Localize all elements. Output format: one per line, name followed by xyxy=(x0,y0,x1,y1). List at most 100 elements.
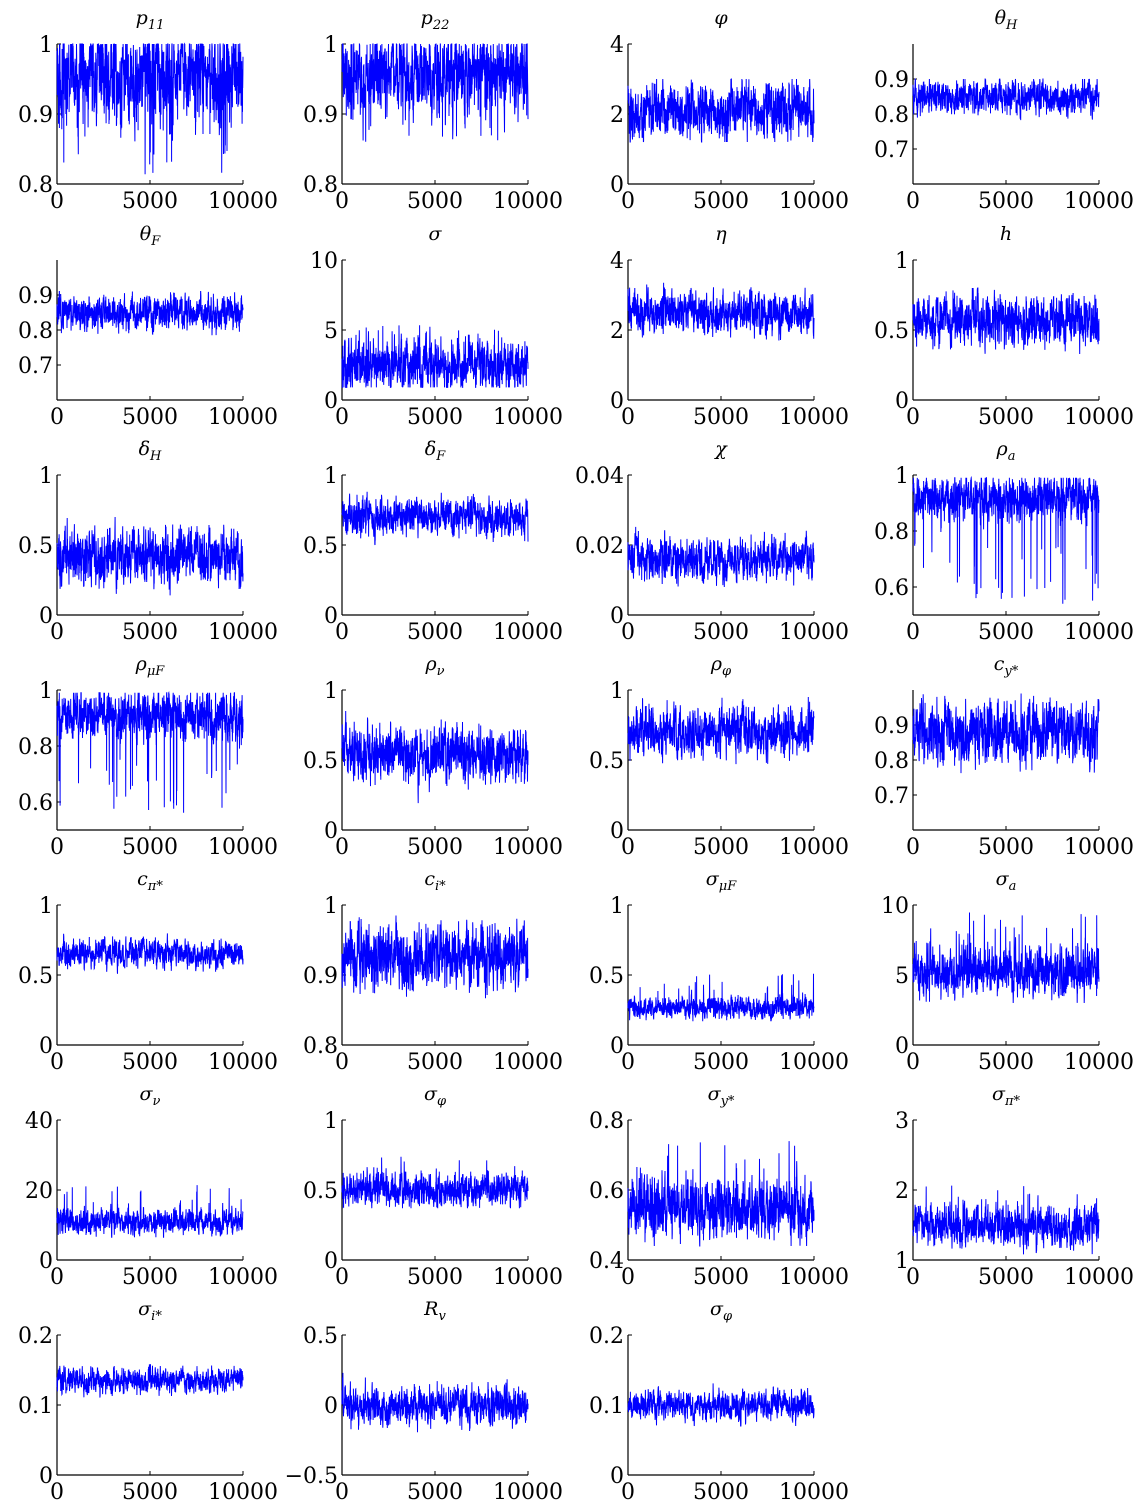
trace-panel-26: Rv−0.500.50 5000 10000 xyxy=(285,1298,563,1505)
y-tick-label: 1 xyxy=(39,894,53,919)
x-tick-label: 5000 xyxy=(978,835,1034,860)
y-tick-label: 1 xyxy=(324,464,338,489)
x-tick-label: 10000 xyxy=(779,1265,849,1290)
x-tick-label: 5000 xyxy=(978,620,1034,645)
mcmc-trace-line xyxy=(56,42,244,175)
panel-title: σi* xyxy=(138,1298,162,1324)
y-tick-label: 1 xyxy=(324,679,338,704)
y-tick-label: 0 xyxy=(324,1249,338,1274)
y-tick-label: 0.9 xyxy=(18,103,53,128)
x-tick-label: 10000 xyxy=(1064,835,1134,860)
y-tick-label: 3 xyxy=(895,1109,909,1134)
x-tick-label: 0 xyxy=(50,189,64,214)
y-tick-label: 4 xyxy=(610,33,624,58)
x-tick-label: 0 xyxy=(50,620,64,645)
y-tick-label: 0.5 xyxy=(874,319,909,344)
trace-panel-24: σπ* 1 2 3 0 5000 10000 xyxy=(895,1083,1134,1290)
panel-title: cπ* xyxy=(137,868,163,894)
y-tick-label: 0 xyxy=(39,604,53,629)
y-tick-label: 0 xyxy=(895,389,909,414)
panel-title: ρφ xyxy=(710,653,732,679)
panel-title: δF xyxy=(425,438,446,464)
x-tick-label: 10000 xyxy=(493,189,563,214)
x-tick-label: 0 xyxy=(335,405,349,430)
x-tick-label: 5000 xyxy=(122,1265,178,1290)
trace-panel-16: cy* 0.7 0.8 0.9 0 5000 10000 xyxy=(874,653,1134,860)
mcmc-trace-line xyxy=(341,325,529,388)
x-tick-label: 10000 xyxy=(1064,620,1134,645)
y-tick-label: 0.8 xyxy=(18,319,53,344)
panel-title: χ xyxy=(713,438,728,460)
x-tick-label: 0 xyxy=(621,835,635,860)
panel-title: p11 xyxy=(136,7,165,33)
x-tick-label: 10000 xyxy=(1064,189,1134,214)
y-tick-label: 0.8 xyxy=(303,1034,338,1059)
y-tick-label: 0.5 xyxy=(303,534,338,559)
mcmc-trace-line xyxy=(56,516,244,596)
x-tick-label: 0 xyxy=(621,405,635,430)
y-tick-label: 0.5 xyxy=(303,749,338,774)
x-tick-label: 5000 xyxy=(407,1050,463,1075)
y-tick-label: 1 xyxy=(610,679,624,704)
mcmc-trace-line xyxy=(56,1185,244,1238)
panel-title: ρν xyxy=(424,653,444,679)
x-tick-label: 5000 xyxy=(693,1480,749,1505)
trace-panel-15: ρφ 0 0.5 1 0 5000 10000 xyxy=(589,653,849,860)
trace-panel-10: δF 0 0.5 1 0 5000 10000 xyxy=(303,438,563,645)
x-tick-label: 10000 xyxy=(779,189,849,214)
x-tick-label: 0 xyxy=(621,620,635,645)
y-tick-label: 0 xyxy=(39,1464,53,1489)
x-tick-label: 0 xyxy=(906,1050,920,1075)
trace-panel-1: p11 0.8 0.9 1 0 5000 10000 xyxy=(18,7,278,214)
y-tick-label: 0.9 xyxy=(874,68,909,93)
x-tick-label: 10000 xyxy=(1064,1265,1134,1290)
y-tick-label: 1 xyxy=(895,1249,909,1274)
panel-title: p22 xyxy=(421,7,450,33)
x-tick-label: 5000 xyxy=(122,835,178,860)
panel-title: σπ* xyxy=(992,1083,1021,1109)
mcmc-trace-line xyxy=(627,526,815,588)
y-tick-label: 0.8 xyxy=(874,520,909,545)
panel-title: σφ xyxy=(424,1083,447,1109)
mcmc-trace-line xyxy=(341,43,529,142)
x-tick-label: 5000 xyxy=(693,189,749,214)
trace-panel-7: η 0 2 4 0 5000 10000 xyxy=(610,223,849,430)
x-tick-label: 5000 xyxy=(978,1265,1034,1290)
x-tick-label: 0 xyxy=(906,835,920,860)
trace-panel-18: ci* 0.8 0.9 1 0 5000 10000 xyxy=(303,868,563,1075)
y-tick-label: 1 xyxy=(895,249,909,274)
x-tick-label: 5000 xyxy=(407,1480,463,1505)
panel-title: cy* xyxy=(994,653,1019,679)
y-tick-label: 0.9 xyxy=(303,964,338,989)
y-tick-label: 0.8 xyxy=(18,735,53,760)
panel-title: δH xyxy=(139,438,162,464)
y-tick-label: 5 xyxy=(895,964,909,989)
x-tick-label: 10000 xyxy=(493,620,563,645)
x-tick-label: 5000 xyxy=(122,405,178,430)
x-tick-label: 0 xyxy=(621,1480,635,1505)
panel-title: θH xyxy=(995,7,1018,33)
trace-panel-8: h 0 0.5 1 0 5000 10000 xyxy=(874,223,1134,430)
panel-title: ρμF xyxy=(135,653,166,679)
x-tick-label: 5000 xyxy=(407,405,463,430)
y-tick-label: −0.5 xyxy=(285,1464,338,1489)
mcmc-trace-line xyxy=(912,912,1100,1004)
x-tick-label: 10000 xyxy=(779,405,849,430)
x-tick-label: 0 xyxy=(906,620,920,645)
mcmc-trace-line xyxy=(341,491,529,546)
mcmc-trace-line xyxy=(627,973,815,1022)
x-tick-label: 10000 xyxy=(779,835,849,860)
x-tick-label: 0 xyxy=(906,405,920,430)
x-tick-label: 0 xyxy=(906,1265,920,1290)
x-tick-label: 10000 xyxy=(208,405,278,430)
y-tick-label: 0.04 xyxy=(575,464,624,489)
trace-panel-4: θH 0.7 0.8 0.9 0 5000 10000 xyxy=(874,7,1134,214)
trace-panel-12: ρa 0.6 0.8 1 0 5000 10000 xyxy=(874,438,1134,645)
panel-title: σa xyxy=(996,868,1017,894)
y-tick-label: 1 xyxy=(39,464,53,489)
x-tick-label: 10000 xyxy=(779,620,849,645)
y-tick-label: 1 xyxy=(895,464,909,489)
y-tick-label: 0 xyxy=(610,173,624,198)
y-tick-label: 10 xyxy=(881,894,909,919)
